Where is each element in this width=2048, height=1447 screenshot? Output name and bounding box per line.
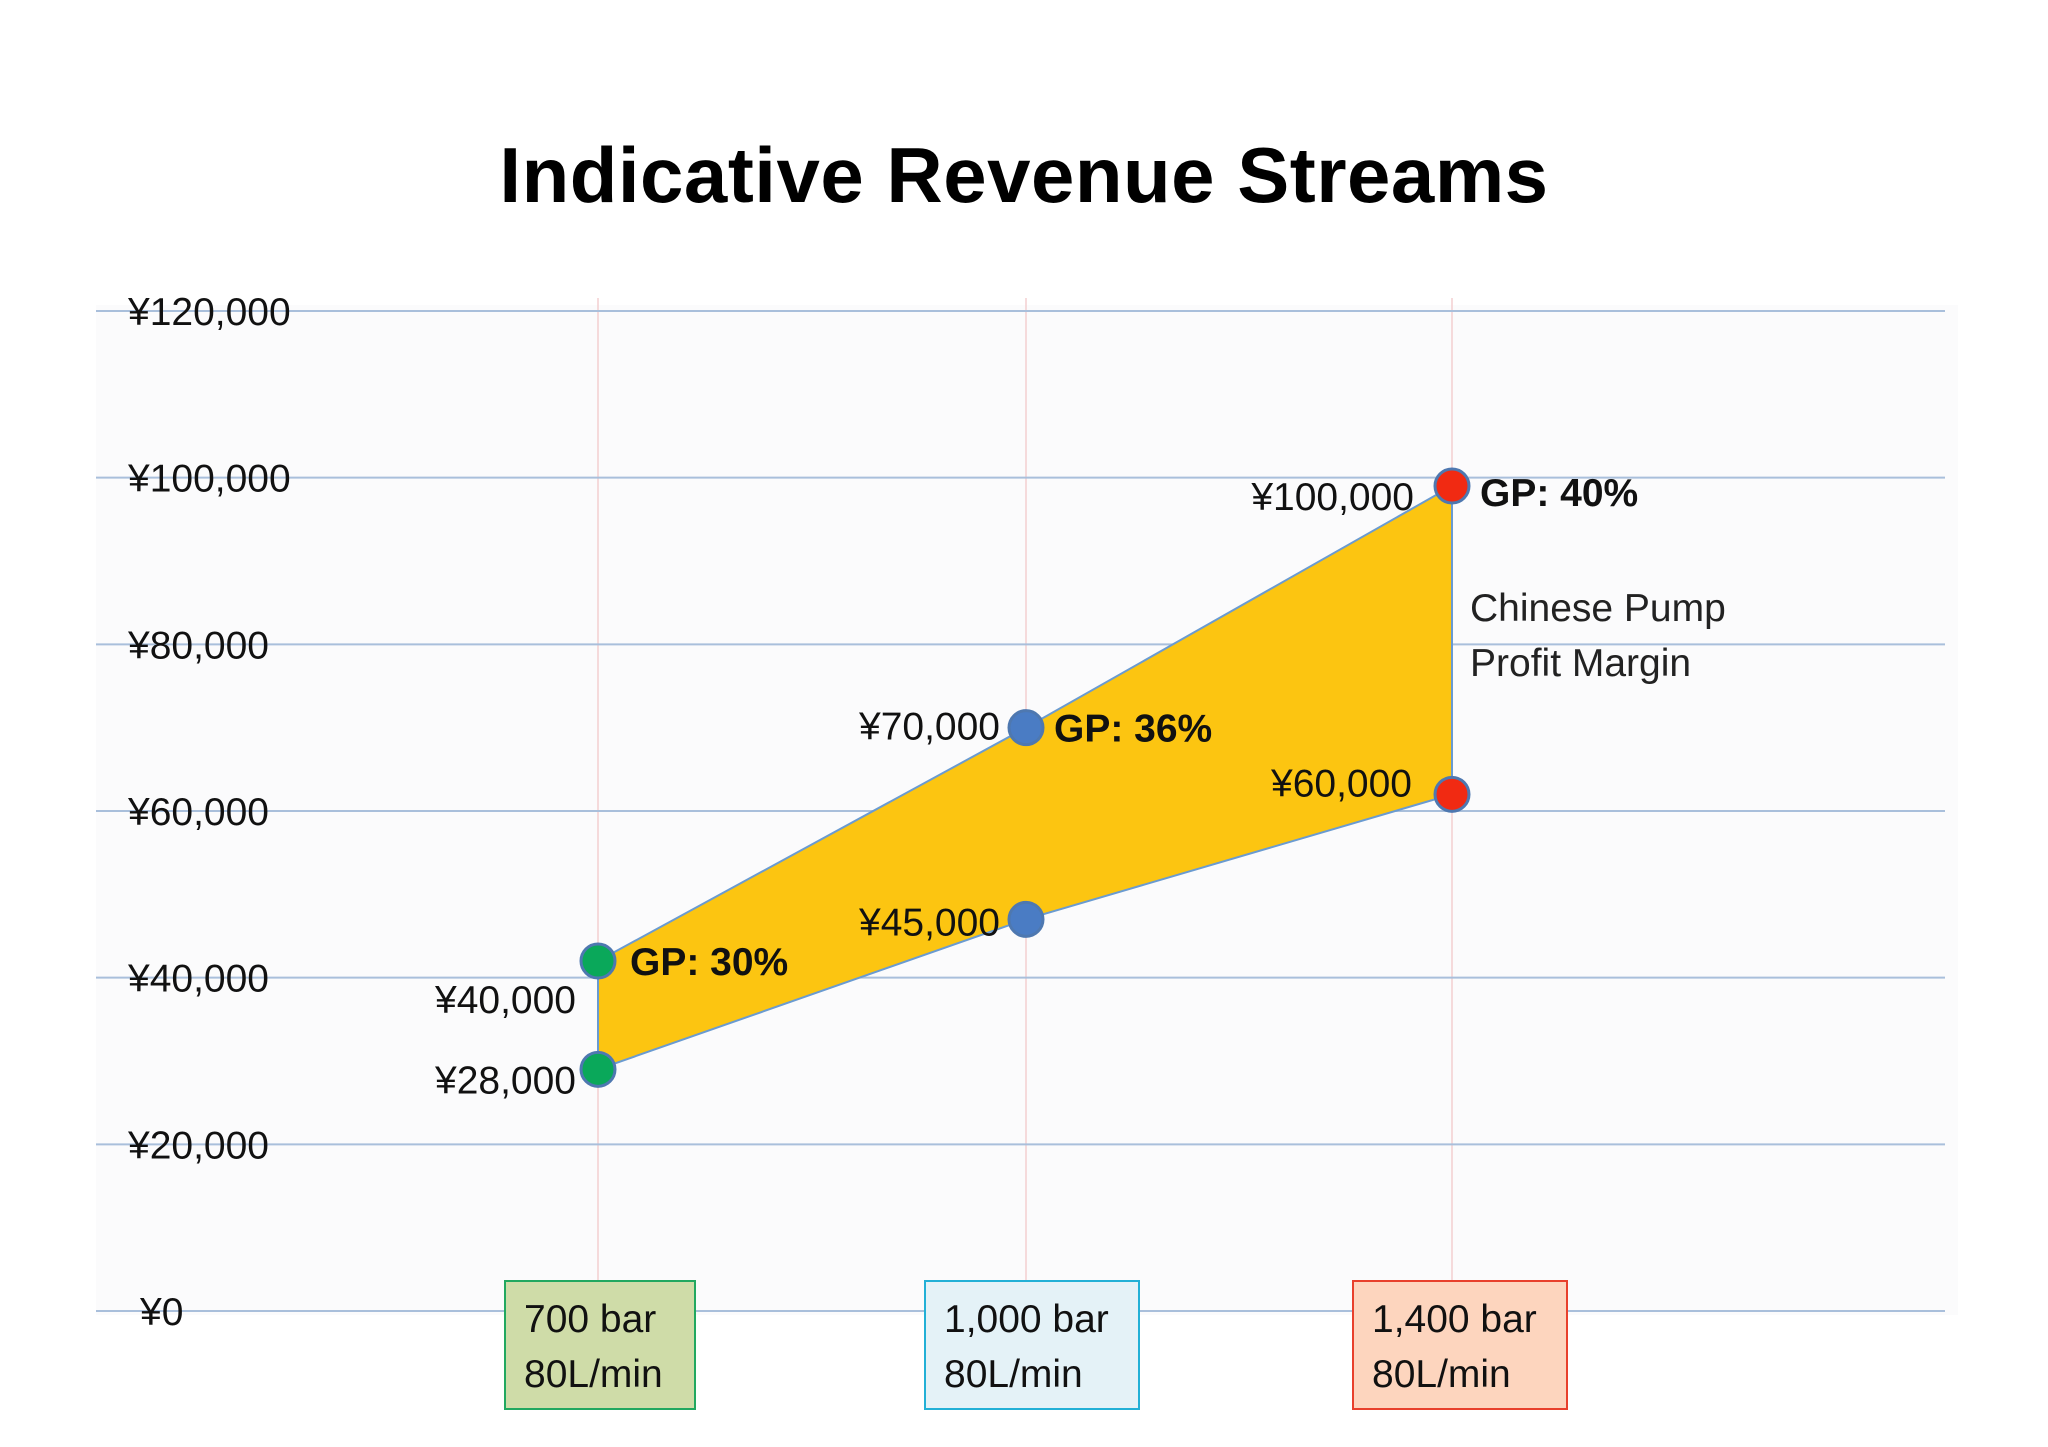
y-tick-label: ¥20,000 (127, 1124, 269, 1167)
data-label-upper: ¥40,000 (434, 979, 576, 1022)
category-label-line-1: 700 bar (524, 1298, 657, 1341)
category-label-line-2: 80L/min (1372, 1353, 1511, 1396)
category-box-2: 1,400 bar 80L/min (1352, 1280, 1568, 1410)
gross-profit-label: GP: 40% (1480, 472, 1638, 515)
annotation-line-2: Profit Margin (1470, 642, 1691, 685)
category-label-line-1: 1,000 bar (944, 1298, 1109, 1341)
y-tick-label: ¥0 (139, 1291, 183, 1334)
y-tick-label: ¥80,000 (127, 624, 269, 667)
y-tick-label: ¥60,000 (127, 791, 269, 834)
y-tick-label: ¥40,000 (127, 958, 269, 1001)
annotation-line-1: Chinese Pump (1470, 587, 1726, 630)
data-point-lower-0 (579, 1050, 617, 1088)
data-label-upper: ¥70,000 (858, 706, 1000, 749)
category-box-0: 700 bar 80L/min (504, 1280, 696, 1410)
category-label-line-2: 80L/min (944, 1353, 1083, 1396)
data-label-upper: ¥100,000 (1250, 476, 1414, 519)
data-label-lower: ¥28,000 (434, 1059, 576, 1102)
gross-profit-label: GP: 36% (1054, 708, 1212, 751)
data-point-lower-2 (1433, 775, 1471, 813)
category-label-line-1: 1,400 bar (1372, 1298, 1537, 1341)
data-point-lower-1 (1007, 900, 1045, 938)
chart-title: Indicative Revenue Streams (499, 131, 1549, 219)
data-label-lower: ¥60,000 (1270, 762, 1412, 805)
y-tick-label: ¥120,000 (127, 291, 291, 334)
data-point-upper-2 (1433, 467, 1471, 505)
gross-profit-label: GP: 30% (630, 941, 788, 984)
y-tick-label: ¥100,000 (127, 458, 291, 501)
data-label-lower: ¥45,000 (858, 901, 1000, 944)
data-point-upper-0 (579, 942, 617, 980)
category-box-1: 1,000 bar 80L/min (924, 1280, 1140, 1410)
data-point-upper-1 (1007, 709, 1045, 747)
category-label-line-2: 80L/min (524, 1353, 663, 1396)
